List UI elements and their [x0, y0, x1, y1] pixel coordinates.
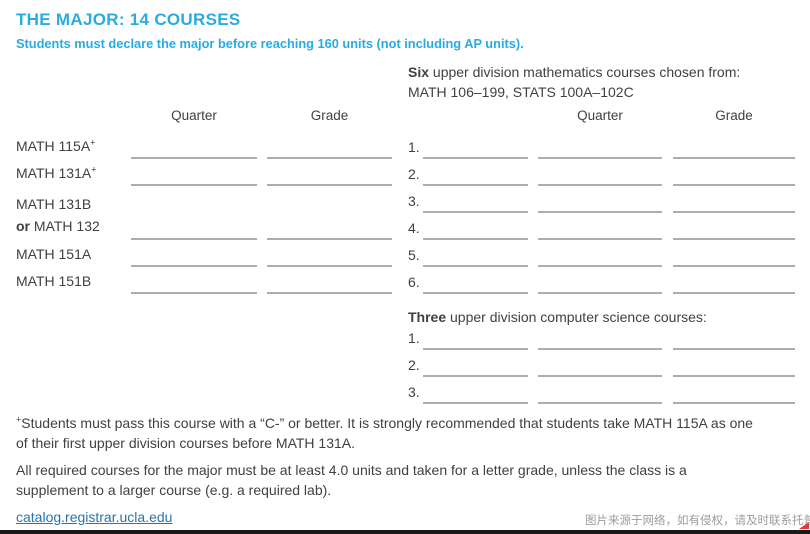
footnote-1: +Students must pass this course with a “…: [16, 414, 753, 451]
quarter-blank[interactable]: [131, 157, 257, 159]
grade-blank[interactable]: [673, 348, 795, 350]
quarter-blank[interactable]: [538, 348, 662, 350]
math-electives-range: MATH 106–199, STATS 100A–102C: [408, 84, 634, 100]
bottom-bar: [0, 530, 810, 534]
catalog-link[interactable]: catalog.registrar.ucla.edu: [16, 509, 173, 525]
cs-courses-count: Three: [408, 309, 447, 325]
grade-blank[interactable]: [673, 238, 795, 240]
course-label-math151b: MATH 151B: [16, 273, 92, 289]
quarter-blank[interactable]: [131, 292, 257, 294]
quarter-blank[interactable]: [538, 184, 662, 186]
course-blank[interactable]: [423, 348, 528, 350]
course-blank[interactable]: [423, 184, 528, 186]
row-number: 3.: [408, 384, 420, 400]
row-number: 5.: [408, 247, 420, 263]
course-label-math131a: MATH 131A+: [16, 164, 97, 181]
footnote-marker: +: [91, 164, 97, 175]
quarter-blank[interactable]: [131, 184, 257, 186]
quarter-blank[interactable]: [538, 211, 662, 213]
grade-blank[interactable]: [267, 184, 392, 186]
math-electives-count: Six: [408, 64, 430, 80]
right-grade-header: Grade: [715, 108, 753, 123]
course-label-math151a: MATH 151A: [16, 246, 92, 262]
quarter-blank[interactable]: [538, 402, 662, 404]
course-blank[interactable]: [423, 265, 528, 267]
grade-blank[interactable]: [267, 265, 392, 267]
row-number: 1.: [408, 330, 420, 346]
row-number: 2.: [408, 166, 420, 182]
quarter-blank[interactable]: [131, 238, 257, 240]
course-blank[interactable]: [423, 402, 528, 404]
course-blank[interactable]: [423, 292, 528, 294]
page-title: THE MAJOR: 14 COURSES: [16, 10, 241, 29]
row-number: 3.: [408, 193, 420, 209]
course-label-math115a: MATH 115A+: [16, 137, 96, 154]
cs-courses-heading: Three upper division computer science co…: [408, 309, 707, 325]
row-number: 2.: [408, 357, 420, 373]
quarter-blank[interactable]: [538, 375, 662, 377]
left-quarter-header: Quarter: [171, 108, 217, 123]
grade-blank[interactable]: [673, 211, 795, 213]
row-number: 6.: [408, 274, 420, 290]
watermark-text: 图片来源于网络，如有侵权，请及时联系托普仕留学删除: [585, 515, 810, 527]
course-blank[interactable]: [423, 375, 528, 377]
grade-blank[interactable]: [673, 375, 795, 377]
course-blank[interactable]: [423, 157, 528, 159]
quarter-blank[interactable]: [538, 238, 662, 240]
quarter-blank[interactable]: [131, 265, 257, 267]
grade-blank[interactable]: [673, 184, 795, 186]
page-subtitle: Students must declare the major before r…: [16, 36, 524, 51]
course-blank[interactable]: [423, 211, 528, 213]
row-number: 4.: [408, 220, 420, 236]
course-label-math131b: MATH 131B: [16, 196, 92, 212]
grade-blank[interactable]: [673, 265, 795, 267]
grade-blank[interactable]: [267, 292, 392, 294]
grade-blank[interactable]: [267, 157, 392, 159]
grade-blank[interactable]: [673, 402, 795, 404]
grade-blank[interactable]: [673, 292, 795, 294]
row-number: 1.: [408, 139, 420, 155]
course-label-math132: or MATH 132: [16, 218, 100, 234]
right-quarter-header: Quarter: [577, 108, 623, 123]
footnote-2: All required courses for the major must …: [16, 462, 687, 498]
course-blank[interactable]: [423, 238, 528, 240]
grade-blank[interactable]: [267, 238, 392, 240]
quarter-blank[interactable]: [538, 265, 662, 267]
left-grade-header: Grade: [310, 108, 349, 123]
math-electives-heading: Six upper division mathematics courses c…: [408, 64, 741, 100]
footnote-marker: +: [90, 137, 96, 148]
quarter-blank[interactable]: [538, 157, 662, 159]
quarter-blank[interactable]: [538, 292, 662, 294]
grade-blank[interactable]: [673, 157, 795, 159]
red-corner-mark: [799, 522, 809, 529]
footnote-marker: +: [16, 414, 22, 425]
